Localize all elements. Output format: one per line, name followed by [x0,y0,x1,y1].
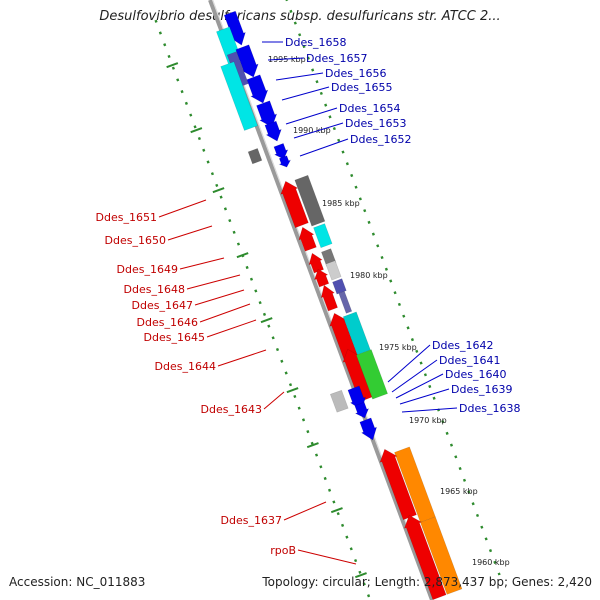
tick-label: 1995 kbp [268,55,306,64]
reverse-gene-label: Ddes_1639 [451,383,512,396]
leader-line [167,225,213,241]
gene-feature [280,180,309,229]
gene-feature [298,226,317,252]
tick-mark [330,507,343,514]
forward-gene-label: Ddes_1643 [201,403,262,416]
reverse-gene-label: Ddes_1641 [439,354,500,367]
leader-line [387,344,431,383]
reverse-gene-label: Ddes_1653 [345,117,406,130]
gene-feature [354,401,370,419]
gene-feature [329,389,349,413]
forward-gene-label: Ddes_1649 [117,263,178,276]
gene-feature [342,311,371,356]
reverse-gene-label: Ddes_1655 [331,81,392,94]
map-title: Desulfovibrio desulfuricans subsp. desul… [99,9,501,24]
reverse-gene-label: Ddes_1654 [339,102,400,115]
forward-gene-label: Ddes_1637 [221,514,282,527]
tick-label: 1990 kbp [293,126,331,135]
leader-line [401,407,458,413]
tick-label: 1960 kbp [472,558,510,567]
reverse-gene-label: Ddes_1658 [285,36,346,49]
gene-feature [278,155,292,168]
forward-gene-label: Ddes_1645 [144,331,205,344]
reverse-gene-label: Ddes_1652 [350,133,411,146]
gene-feature [332,278,347,295]
gene-feature [273,143,289,160]
gene-feature [359,417,378,441]
tick-label: 1965 kbp [440,487,478,496]
leader-line [283,501,327,521]
leader-line [194,289,245,306]
gene-feature [403,514,447,600]
leader-line [267,57,305,61]
tick-mark [212,187,225,194]
gene-feature [294,174,326,227]
tick-label: 1980 kbp [350,271,388,280]
leader-line [399,388,450,405]
topology-label: Topology: circular; Length: 2,873,437 bp… [262,575,592,589]
reverse-gene-label: Ddes_1640 [445,368,506,381]
reverse-gene-label: Ddes_1656 [325,67,386,80]
forward-gene-label: rpoB [270,544,296,557]
tick-label: 1985 kbp [322,199,360,208]
gene-feature [355,349,388,400]
gene-feature [264,120,282,142]
tick-mark [354,572,367,579]
leader-line [217,349,267,367]
leader-line [297,549,357,565]
forward-gene-label: Ddes_1651 [96,211,157,224]
gene-feature [325,260,342,281]
tick-mark [236,252,249,259]
leader-line [206,319,257,338]
reverse-gene-label: Ddes_1642 [432,339,493,352]
forward-gene-label: Ddes_1647 [132,299,193,312]
gene-feature [220,61,258,131]
forward-gene-label: Ddes_1650 [105,234,166,247]
forward-gene-label: Ddes_1646 [137,316,198,329]
leader-line [293,122,344,139]
reverse-gene-label: Ddes_1657 [306,52,367,65]
tick-mark [306,442,319,449]
tick-mark [190,127,203,134]
leader-line [179,257,225,270]
leader-line [158,199,207,218]
leader-line [395,373,444,399]
accession-label: Accession: NC_011883 [9,575,146,589]
gene-feature [247,148,263,165]
gene-feature [246,74,269,104]
gene-feature [420,516,463,595]
leader-line [186,274,241,290]
tick-mark [286,387,299,394]
leader-line [275,72,324,81]
gene-feature [256,100,278,128]
reverse-gene-label: Ddes_1638 [459,402,520,415]
forward-gene-label: Ddes_1648 [124,283,185,296]
leader-line [263,391,285,410]
leader-line [299,138,349,157]
tick-label: 1970 kbp [409,416,447,425]
leader-line [281,86,330,101]
gene-feature [313,223,333,249]
forward-gene-label: Ddes_1644 [155,360,216,373]
tick-mark [166,62,179,69]
gene-feature [338,290,353,314]
leader-line [391,359,438,393]
leader-line [199,303,251,323]
gene-feature [320,284,338,312]
leader-line [285,107,338,125]
tick-mark [260,317,273,324]
tick-label: 1975 kbp [379,343,417,352]
